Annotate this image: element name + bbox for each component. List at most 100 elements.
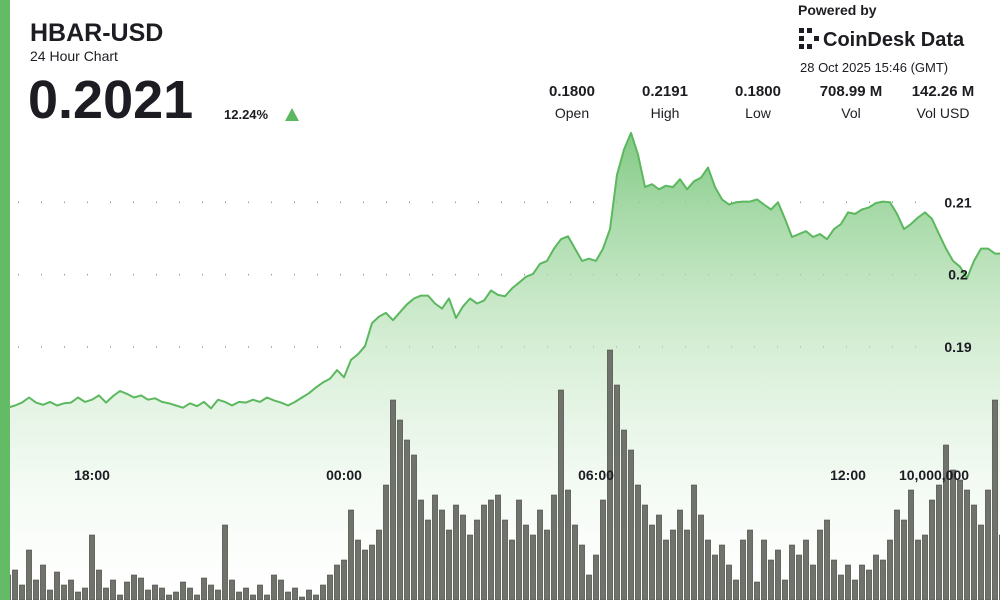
volume-bar xyxy=(775,549,781,600)
x-tick-label: 06:00 xyxy=(578,467,614,483)
volume-bar xyxy=(565,489,571,600)
stat-label: Low xyxy=(745,105,772,121)
volume-bar xyxy=(33,579,39,600)
volume-bar xyxy=(600,499,606,600)
volume-bar xyxy=(327,574,333,600)
price-line xyxy=(7,131,1000,410)
volume-bar xyxy=(607,349,613,600)
volume-bar xyxy=(404,439,410,600)
volume-bar xyxy=(586,574,592,600)
up-arrow xyxy=(285,108,299,121)
volume-bar xyxy=(971,504,977,600)
volume-bar xyxy=(929,499,935,600)
volume-bar xyxy=(712,554,718,600)
volume-bar xyxy=(691,484,697,600)
volume-bar xyxy=(523,524,529,600)
volume-bar xyxy=(110,579,116,600)
change: 12.24% xyxy=(224,107,269,122)
volume-bar xyxy=(432,494,438,600)
stat-value: 708.99 M xyxy=(820,83,883,100)
volume-bar xyxy=(572,524,578,600)
volume-bar xyxy=(754,581,760,600)
volume-bar xyxy=(292,587,298,600)
volume-bar xyxy=(418,499,424,600)
y-tick-label: 0.19 xyxy=(944,339,971,355)
volume-bar xyxy=(103,587,109,600)
volume-bar xyxy=(397,419,403,600)
volume-bar xyxy=(796,554,802,600)
volume-bar xyxy=(460,514,466,600)
volume-bar xyxy=(320,584,326,600)
volume-bar xyxy=(719,544,725,600)
volume-bar xyxy=(642,504,648,600)
powered-by: Powered by xyxy=(798,2,877,18)
x-tick-label: 18:00 xyxy=(74,467,110,483)
stat-value: 0.2191 xyxy=(642,83,688,100)
volume-bar xyxy=(306,589,312,600)
volume-bar xyxy=(992,399,998,600)
stat-label: Open xyxy=(555,105,589,121)
volume-bar xyxy=(908,489,914,600)
volume-bar xyxy=(628,449,634,600)
volume-bar xyxy=(698,514,704,600)
volume-bar xyxy=(495,494,501,600)
stat-label: Vol USD xyxy=(917,105,970,121)
volume-bar xyxy=(964,489,970,600)
volume-bar xyxy=(467,534,473,600)
volume-bar xyxy=(551,494,557,600)
volume-bar xyxy=(453,504,459,600)
volume-bar xyxy=(684,529,690,600)
volume-bar xyxy=(54,571,60,600)
volume-bar xyxy=(726,564,732,600)
volume-bar xyxy=(299,596,305,600)
volume-bar xyxy=(663,539,669,600)
volume-bar xyxy=(236,591,242,600)
volume-bar xyxy=(915,539,921,600)
volume-bar xyxy=(138,577,144,600)
volume-bar xyxy=(901,519,907,600)
volume-bar xyxy=(509,539,515,600)
volume-bar xyxy=(537,509,543,600)
volume-bar xyxy=(271,574,277,600)
volume-bar xyxy=(649,524,655,600)
volume-bar xyxy=(117,594,123,600)
volume-bar xyxy=(82,587,88,600)
price-area xyxy=(8,132,1000,600)
volume-bar xyxy=(131,574,137,600)
y2-tick-label: 10,000,000 xyxy=(899,467,969,483)
subtitle: 24 Hour Chart xyxy=(30,48,118,64)
volume-bar xyxy=(817,529,823,600)
volume-bar xyxy=(369,544,375,600)
volume-bar xyxy=(166,594,172,600)
volume-bar xyxy=(278,579,284,600)
stat-label: High xyxy=(651,105,680,121)
volume-bar xyxy=(215,589,221,600)
volume-bar xyxy=(621,429,627,600)
volume-bar xyxy=(75,591,81,600)
accent-strip xyxy=(0,0,10,600)
volume-bar xyxy=(208,584,214,600)
y-tick-label: 0.21 xyxy=(944,194,971,210)
volume-bar xyxy=(187,587,193,600)
volume-bar xyxy=(502,519,508,600)
volume-bar xyxy=(768,559,774,600)
volume-bar xyxy=(355,539,361,600)
volume-bar xyxy=(593,554,599,600)
brand: CoinDesk Data xyxy=(823,29,965,51)
volume-bar xyxy=(152,584,158,600)
volume-bar xyxy=(656,514,662,600)
volume-bar xyxy=(978,524,984,600)
volume-bar xyxy=(558,389,564,600)
symbol: HBAR-USD xyxy=(30,19,163,47)
volume-bar xyxy=(838,574,844,600)
volume-bar xyxy=(831,559,837,600)
volume-bar xyxy=(124,581,130,600)
volume-bar xyxy=(285,591,291,600)
x-tick-label: 12:00 xyxy=(830,467,866,483)
volume-bar xyxy=(250,594,256,600)
x-tick-label: 00:00 xyxy=(326,467,362,483)
volume-bar xyxy=(194,594,200,600)
volume-bar xyxy=(390,399,396,600)
volume-bar xyxy=(96,569,102,600)
